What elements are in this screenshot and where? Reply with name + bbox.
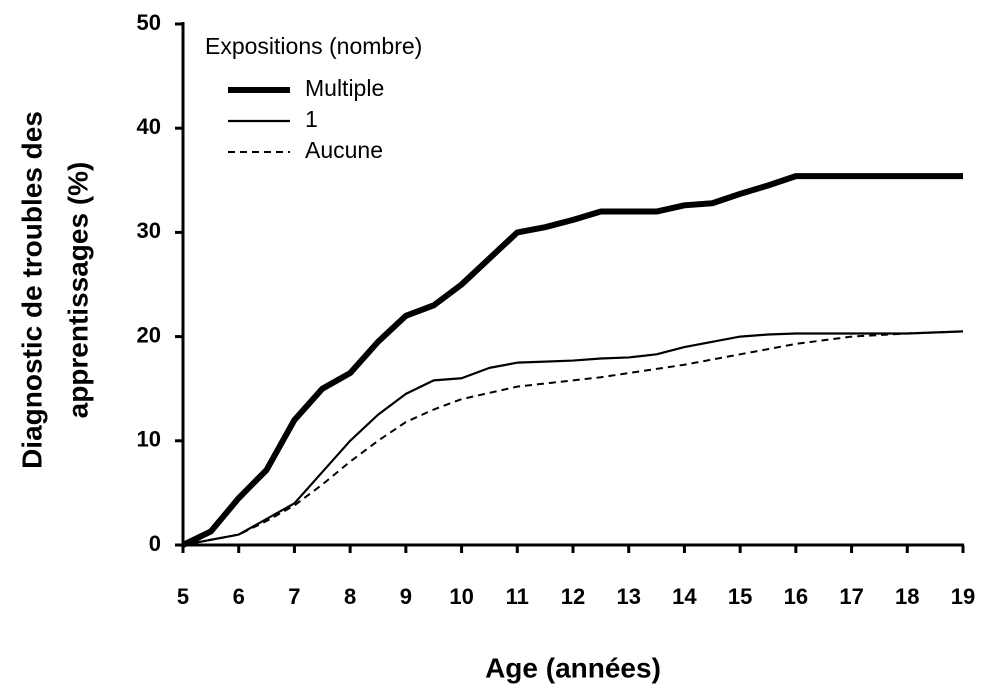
y-tick-label: 40 [137, 114, 161, 139]
x-tick-label: 14 [672, 584, 697, 609]
series-line [182, 330, 964, 547]
x-axis-title: Age (années) [485, 652, 661, 683]
y-tick-label: 30 [137, 218, 161, 243]
legend-title: Expositions (nombre) [205, 33, 422, 59]
y-tick-label: 0 [149, 531, 161, 556]
series-line [181, 173, 963, 548]
y-tick-label: 50 [137, 10, 161, 35]
legend-label: Multiple [305, 75, 384, 101]
x-tick-label: 11 [506, 584, 529, 609]
x-tick-label: 6 [233, 584, 245, 609]
y-axis-title: Diagnostic de troubles des [16, 111, 47, 469]
x-tick-label: 16 [784, 584, 808, 609]
x-tick-label: 7 [288, 584, 300, 609]
x-tick-label: 17 [839, 584, 863, 609]
x-tick-label: 9 [400, 584, 412, 609]
legend-label: Aucune [305, 137, 383, 163]
x-tick-label: 12 [561, 584, 585, 609]
x-tick-label: 5 [177, 584, 189, 609]
x-tick-label: 8 [344, 584, 356, 609]
y-axis-title: apprentissages (%) [62, 162, 93, 419]
x-tick-label: 10 [449, 584, 473, 609]
y-tick-label: 10 [137, 427, 161, 452]
y-tick-label: 20 [137, 322, 161, 347]
legend-label: 1 [305, 106, 318, 132]
x-tick-label: 15 [728, 584, 752, 609]
x-tick-label: 13 [616, 584, 640, 609]
x-tick-label: 18 [895, 584, 919, 609]
series-line [182, 330, 964, 546]
x-tick-label: 19 [951, 584, 975, 609]
